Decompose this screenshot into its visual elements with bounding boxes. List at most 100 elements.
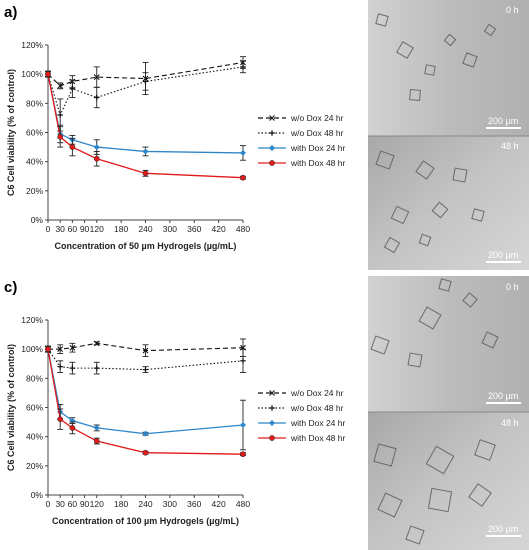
- legend-label-4: with Dox 48 hr: [290, 158, 345, 168]
- x-tick-label: 60: [68, 499, 78, 509]
- data-point: [93, 340, 100, 347]
- hydrogel-particle: [390, 205, 410, 225]
- y-tick-label: 40%: [26, 157, 43, 167]
- hydrogel-particle: [407, 352, 423, 368]
- y-tick-label: 0%: [31, 490, 44, 500]
- micrograph-d-bottom-scale: 200 µm: [488, 524, 518, 534]
- y-tick-label: 80%: [26, 373, 43, 383]
- hydrogel-particle: [425, 445, 455, 475]
- micrograph-b-top: [368, 0, 529, 136]
- micrograph-b-bottom-time: 48 h: [501, 141, 519, 151]
- y-tick-label: 100%: [21, 69, 43, 79]
- y-tick-label: 40%: [26, 432, 43, 442]
- data-point: [93, 155, 100, 162]
- x-tick-label: 30: [55, 499, 65, 509]
- data-point: [57, 134, 64, 140]
- data-point: [93, 424, 100, 431]
- x-tick-label: 420: [212, 499, 226, 509]
- x-tick-label: 90: [80, 499, 90, 509]
- hydrogel-particle: [373, 443, 397, 467]
- crystals-d: [370, 278, 499, 545]
- chart-c: 0% 20% 40% 60% 80% 100% 120% 0 30 60 90 120 180 240 30…: [6, 315, 345, 526]
- x-tick-label: 360: [187, 499, 201, 509]
- micrograph-d-top-time: 0 h: [506, 282, 519, 292]
- x-tick-label: 0: [46, 499, 51, 509]
- x-tick-label: 180: [114, 224, 128, 234]
- hydrogel-particle: [452, 167, 468, 183]
- y-tick-label: 120%: [21, 40, 43, 50]
- legend-label-2: w/o Dox 48 hr: [290, 128, 344, 138]
- y-axis-label: C6 Cell viability (% of control): [6, 69, 16, 196]
- data-point: [93, 438, 100, 444]
- x-tick-label: 0: [46, 224, 51, 234]
- legend-label-1: w/o Dox 24 hr: [290, 113, 344, 123]
- data-point: [93, 94, 100, 101]
- micrograph-b-top-scale: 200 µm: [488, 116, 518, 126]
- data-point: [93, 365, 100, 371]
- y-tick-label: 60%: [26, 128, 43, 138]
- hydrogel-particle: [427, 487, 453, 513]
- data-point: [142, 78, 149, 85]
- hydrogel-particle: [418, 306, 442, 330]
- legend-marker-2: [269, 405, 275, 411]
- legend-label-1: w/o Dox 24 hr: [290, 388, 344, 398]
- x-tick-label: 480: [236, 224, 250, 234]
- y-tick-label: 100%: [21, 344, 43, 354]
- data-point: [69, 365, 76, 371]
- legend-marker-2: [269, 130, 275, 136]
- x-tick-label: 300: [163, 224, 177, 234]
- panel-label-c: c): [4, 279, 17, 296]
- data-point: [93, 74, 100, 80]
- panel-label-a: a): [4, 4, 17, 21]
- data-point: [57, 363, 63, 370]
- x-axis-label: Concentration of 100 µm Hydrogels (µg/mL…: [52, 516, 239, 526]
- data-point: [240, 358, 246, 364]
- x-tick-label: 180: [114, 499, 128, 509]
- data-point: [69, 344, 76, 351]
- y-tick-label: 120%: [21, 315, 43, 325]
- data-point: [142, 449, 149, 456]
- data-point: [57, 346, 64, 353]
- x-tick-label: 240: [138, 224, 152, 234]
- data-point: [240, 174, 246, 181]
- hydrogel-particle: [462, 52, 478, 68]
- y-tick-label: 80%: [26, 98, 43, 108]
- legend-marker-3: [269, 420, 275, 426]
- x-tick-label: 30: [55, 224, 65, 234]
- data-point: [142, 430, 149, 437]
- hydrogel-particle: [431, 201, 449, 219]
- x-tick-label: 240: [138, 499, 152, 509]
- data-point: [69, 85, 76, 92]
- hydrogel-particle: [483, 23, 497, 37]
- x-tick-label: 90: [80, 224, 90, 234]
- crystals-b: [375, 13, 497, 254]
- hydrogel-particle: [375, 13, 389, 27]
- x-tick-label: 420: [212, 224, 226, 234]
- x-tick-label: 120: [90, 224, 104, 234]
- data-point: [57, 112, 63, 118]
- data-point: [142, 366, 149, 373]
- x-tick-label: 480: [236, 499, 250, 509]
- legend-marker-3: [269, 145, 275, 151]
- hydrogel-particle: [396, 41, 414, 59]
- micrograph-d-bottom-time: 48 h: [501, 418, 519, 428]
- legend-label-2: w/o Dox 48 hr: [290, 403, 344, 413]
- hydrogel-particle: [474, 439, 496, 461]
- micrograph-d-top: [368, 276, 529, 412]
- hydrogel-particle: [471, 208, 485, 222]
- series-line-3: [47, 349, 244, 435]
- data-point: [240, 64, 246, 70]
- hydrogel-particle: [370, 335, 390, 355]
- data-point: [69, 425, 76, 431]
- hydrogel-particle: [443, 33, 457, 47]
- x-tick-label: 120: [90, 499, 104, 509]
- micrograph-b-bottom: [368, 136, 529, 270]
- series-line-4: [47, 349, 244, 455]
- data-point: [240, 422, 246, 428]
- hydrogel-particle: [462, 292, 478, 308]
- y-tick-label: 20%: [26, 461, 43, 471]
- data-point: [57, 82, 64, 89]
- data-point: [45, 346, 51, 353]
- series-line-2: [47, 348, 244, 371]
